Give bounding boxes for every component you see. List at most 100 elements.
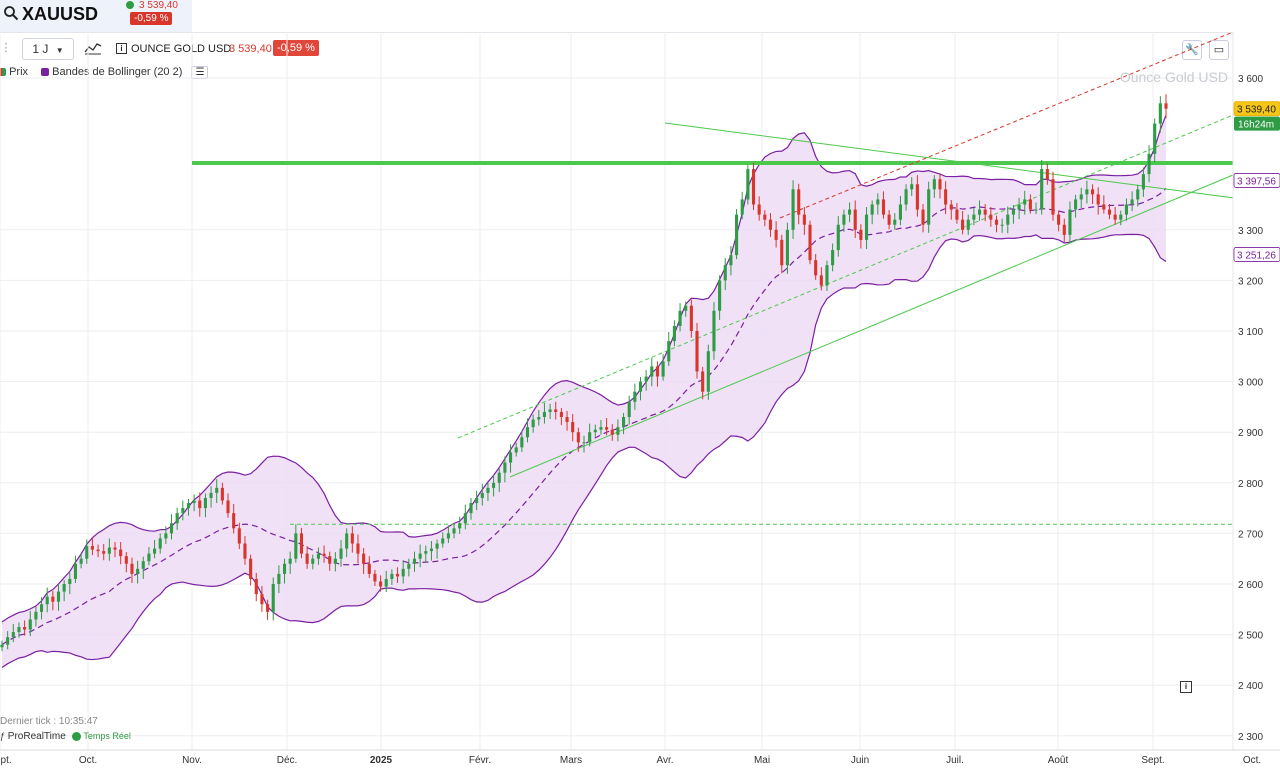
candle-body xyxy=(633,391,637,402)
candle-body xyxy=(164,533,168,539)
candle-body xyxy=(757,204,761,215)
candle-body xyxy=(785,229,789,266)
candle-body xyxy=(1164,103,1168,109)
wrench-icon[interactable]: 🔧 xyxy=(1182,40,1202,60)
candle-body xyxy=(870,204,874,215)
bollinger-legend-label[interactable]: Bandes de Bollinger (20 2) xyxy=(52,66,183,78)
period-label: 1 J xyxy=(32,42,49,56)
period-select[interactable]: 1 J ▼ xyxy=(22,38,74,60)
bollinger-bands xyxy=(1,114,1167,668)
candle-body xyxy=(503,462,507,473)
candle-body xyxy=(650,366,654,377)
x-tick-label: Déc. xyxy=(277,755,298,766)
info-icon[interactable]: i xyxy=(116,43,127,54)
price-tag-label: 3 539,40 xyxy=(1237,105,1276,116)
candle-body xyxy=(34,611,38,620)
y-tick-label: 2 900 xyxy=(1238,428,1263,439)
candle-body xyxy=(780,239,784,266)
candle-body xyxy=(119,549,123,557)
y-tick-label: 2 400 xyxy=(1238,681,1263,692)
candle-body xyxy=(322,553,326,557)
candle-body xyxy=(1085,189,1089,195)
candle-body xyxy=(751,169,756,205)
candle-body xyxy=(667,341,671,362)
x-tick-label: Mai xyxy=(754,755,770,766)
symbol-name[interactable]: XAUUSD xyxy=(22,4,99,24)
instrument-change-badge: -0,59 % xyxy=(273,40,319,56)
drag-handle-icon[interactable]: ⋮ xyxy=(0,38,12,58)
candle-body xyxy=(299,533,304,554)
top-bar: XAUUSD 3 539,40 -0,59 % xyxy=(0,0,1280,33)
candle-body xyxy=(661,361,665,377)
window-icon[interactable]: ▭ xyxy=(1209,40,1229,60)
info-small-icon[interactable]: i xyxy=(1180,681,1192,693)
candle-body xyxy=(1130,199,1134,205)
candle-body xyxy=(701,371,705,392)
price-legend-label[interactable]: Prix xyxy=(9,66,29,78)
y-tick-label: 2 500 xyxy=(1238,631,1263,642)
candle-body xyxy=(836,224,840,251)
candle-body xyxy=(842,214,846,225)
symbol-search-box[interactable]: XAUUSD 3 539,40 -0,59 % xyxy=(0,0,192,32)
y-tick-label: 2 600 xyxy=(1238,580,1263,591)
candle-body xyxy=(808,224,812,261)
candle-body xyxy=(28,619,32,630)
y-tick-label: 2 300 xyxy=(1238,732,1263,743)
candle-body xyxy=(514,447,518,453)
candle-body xyxy=(266,604,270,612)
candle-body xyxy=(492,482,496,488)
candle-body xyxy=(1124,204,1129,215)
candle-body xyxy=(797,189,801,215)
candle-body xyxy=(531,419,535,428)
x-tick-label: Juin xyxy=(851,755,869,766)
candle-body xyxy=(548,409,552,412)
y-axis-bg xyxy=(1233,32,1280,750)
candle-body xyxy=(62,584,66,592)
x-tick-label: Oct. xyxy=(1243,755,1261,766)
candle-body xyxy=(966,219,970,230)
descending-trendline xyxy=(664,122,1280,205)
candle-body xyxy=(480,492,484,498)
candle-body xyxy=(130,563,134,574)
candle-body xyxy=(243,543,247,559)
candle-body xyxy=(147,553,151,562)
search-icon[interactable] xyxy=(3,5,19,21)
provider-line: ƒ ProRealTime Temps Réel xyxy=(0,731,131,742)
price-tag-box xyxy=(1233,101,1280,117)
candle-body xyxy=(740,199,744,215)
candle-body xyxy=(915,184,919,210)
chart-grid: Ounce Gold USD xyxy=(0,32,1253,750)
candle-body xyxy=(288,558,292,564)
candle-body xyxy=(910,184,914,190)
live-status-dot xyxy=(126,1,134,9)
candle-body xyxy=(136,568,140,574)
y-tick-label: 3 200 xyxy=(1238,276,1263,287)
candle-body xyxy=(537,417,541,420)
candle-body xyxy=(107,547,111,554)
price-tag-box xyxy=(1233,247,1280,262)
candle-body xyxy=(373,573,377,582)
x-tick-label: Nov. xyxy=(182,755,202,766)
bollinger-upper xyxy=(1,114,1167,623)
candle-body xyxy=(441,538,445,544)
candle-body xyxy=(729,255,733,266)
candle-body xyxy=(0,644,4,648)
price-tag-label: 3 251,26 xyxy=(1237,250,1276,261)
candle-body xyxy=(446,533,450,539)
candle-body xyxy=(294,533,298,559)
x-tick-label: Avr. xyxy=(656,755,673,766)
candle-body xyxy=(695,331,699,372)
candle-body xyxy=(463,513,467,524)
candle-body xyxy=(972,214,976,220)
price-legend-swatch xyxy=(0,68,6,77)
candle-body xyxy=(249,558,253,579)
candle-body xyxy=(271,584,275,612)
candle-body xyxy=(1158,103,1162,124)
trend-lines xyxy=(192,31,1280,525)
candle-body xyxy=(1040,169,1044,210)
candle-body xyxy=(718,280,722,311)
candle-body xyxy=(977,209,982,215)
price-tag-sub-box xyxy=(1234,116,1280,131)
candle-body xyxy=(689,305,693,331)
